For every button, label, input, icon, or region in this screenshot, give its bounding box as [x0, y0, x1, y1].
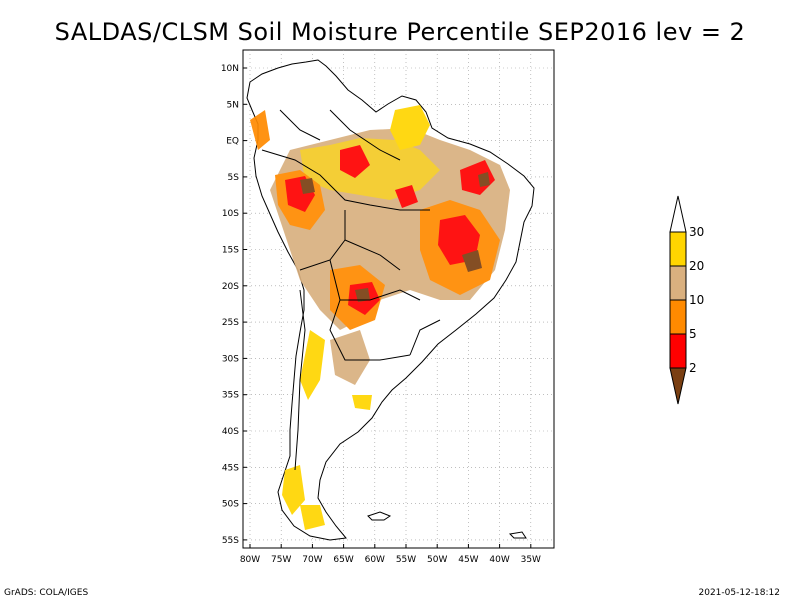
- lat-label: 30S: [222, 354, 239, 364]
- footer-credit: GrADS: COLA/IGES: [4, 588, 89, 598]
- lat-label: 15S: [222, 246, 239, 256]
- lon-label: 55W: [396, 555, 416, 565]
- soil-moisture-shading: [250, 105, 510, 530]
- lat-label: 5N: [227, 100, 239, 110]
- lat-label: 5S: [228, 173, 240, 183]
- lon-label: 80W: [240, 555, 260, 565]
- lat-label: 25S: [222, 318, 239, 328]
- lat-label: 10S: [222, 209, 239, 219]
- lat-label: 55S: [222, 536, 239, 546]
- lat-label: 20S: [222, 282, 239, 292]
- latitude-labels: 10N 5N EQ 5S 10S 15S 20S 25S 30S 35S 40S 45S 50S 55S: [221, 64, 247, 546]
- colorbar-label: 5: [689, 327, 697, 341]
- lon-label: 40W: [489, 555, 509, 565]
- colorbar-arrow-top: [669, 195, 687, 233]
- colorbar-box: [669, 333, 687, 369]
- lat-label: 40S: [222, 427, 239, 437]
- lat-label: EQ: [226, 137, 239, 147]
- colorbar-arrow-bottom: [669, 367, 687, 405]
- lon-label: 60W: [365, 555, 385, 565]
- lon-label: 45W: [458, 555, 478, 565]
- lon-label: 65W: [333, 555, 353, 565]
- country-borders: [261, 109, 441, 471]
- footer-timestamp: 2021-05-12-18:12: [698, 588, 781, 598]
- lat-label: 10N: [221, 64, 239, 74]
- colorbar-label: 30: [689, 225, 704, 239]
- lon-label: 70W: [302, 555, 322, 565]
- colorbar-label: 20: [689, 259, 704, 273]
- colorbar-box: [669, 231, 687, 267]
- lat-label: 45S: [222, 463, 239, 473]
- colorbar-label: 2: [689, 361, 697, 375]
- colorbar-box: [669, 299, 687, 335]
- longitude-labels: 80W 75W 70W 65W 60W 55W 50W 45W 40W 35W: [240, 544, 541, 565]
- lat-label: 35S: [222, 391, 239, 401]
- lat-label: 50S: [222, 500, 239, 510]
- colorbar-label: 10: [689, 293, 704, 307]
- colorbar: 30 20 10 5 2: [669, 195, 704, 405]
- colorbar-box: [669, 265, 687, 301]
- lon-label: 75W: [271, 555, 291, 565]
- lon-label: 50W: [427, 555, 447, 565]
- lon-label: 35W: [521, 555, 541, 565]
- map-title: SALDAS/CLSM Soil Moisture Percentile SEP…: [54, 18, 746, 46]
